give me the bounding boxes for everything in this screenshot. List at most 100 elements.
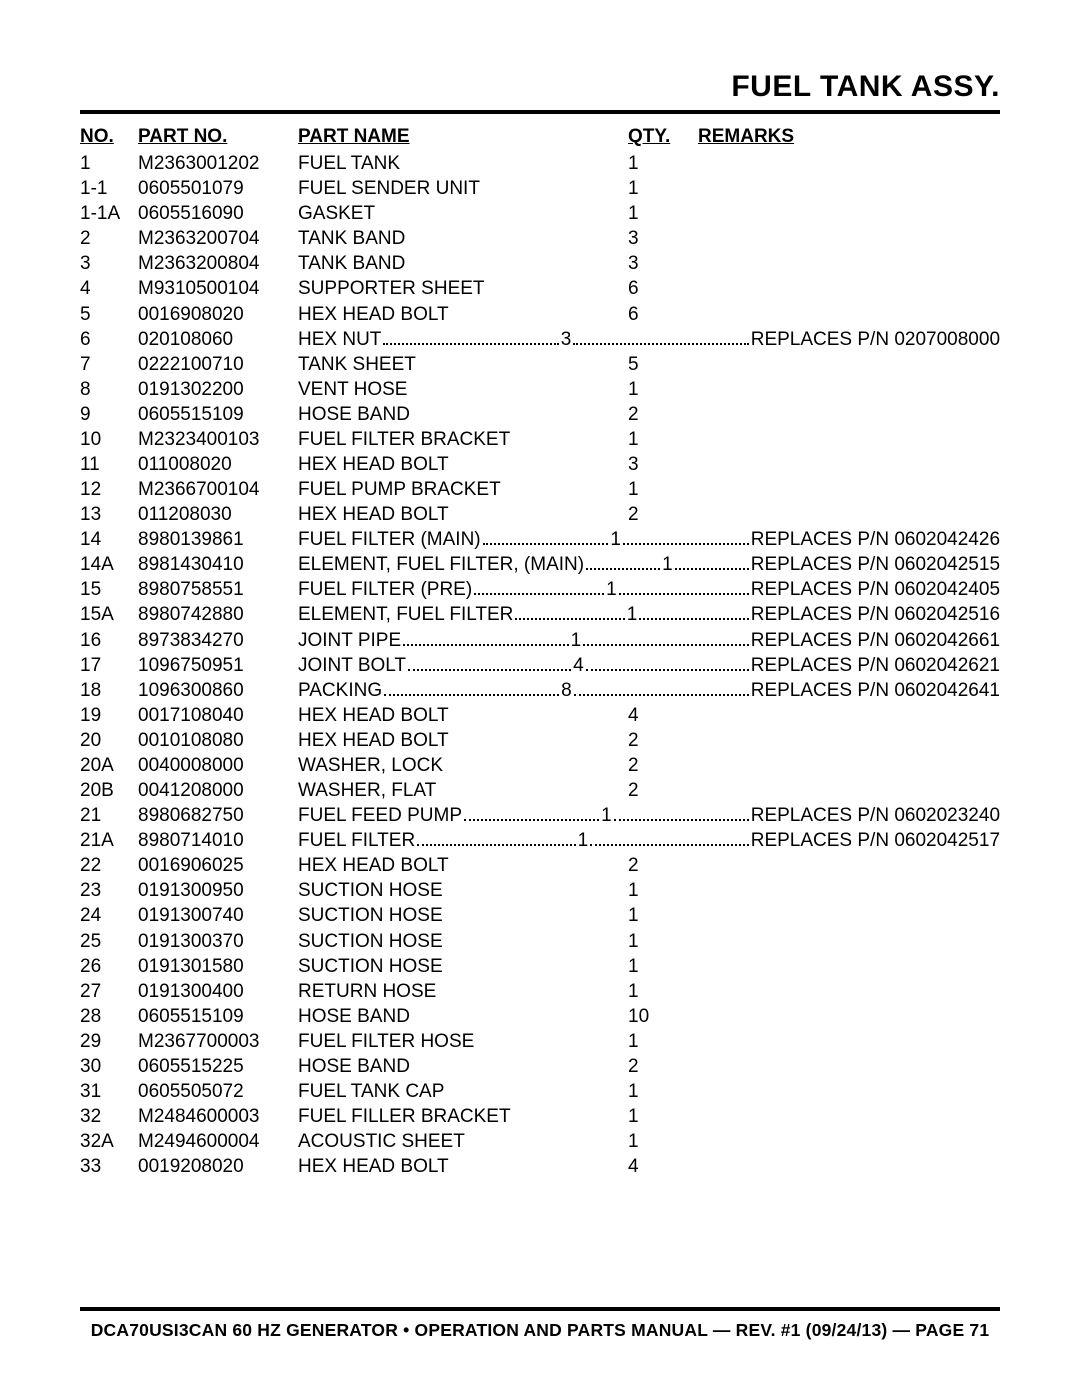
cell-part-no: M2484600003 (138, 1104, 298, 1129)
cell-part-no: M2494600004 (138, 1129, 298, 1154)
cell-part-name: TANK BAND (298, 251, 628, 276)
cell-qty: 1 (628, 878, 698, 903)
cell-qty: 2 (628, 753, 698, 778)
footer-rule (80, 1307, 1000, 1311)
cell-name-qty-remarks: JOINT PIPE1REPLACES P/N 0602042661 (298, 628, 1000, 653)
table-row: 230191300950SUCTION HOSE1 (80, 878, 1000, 903)
cell-no: 7 (80, 352, 138, 377)
cell-part-no: 011208030 (138, 502, 298, 527)
table-row: 260191301580SUCTION HOSE1 (80, 954, 1000, 979)
cell-no: 1-1 (80, 176, 138, 201)
cell-qty: 2 (628, 502, 698, 527)
cell-qty: 1 (628, 201, 698, 226)
cell-part-name: HEX HEAD BOLT (298, 853, 628, 878)
table-row: 29M2367700003FUEL FILTER HOSE1 (80, 1029, 1000, 1054)
cell-remarks (698, 402, 1000, 427)
cell-remarks: REPLACES P/N 0602042517 (751, 828, 1000, 853)
page: FUEL TANK ASSY. NO. PART NO. PART NAME Q… (0, 0, 1080, 1397)
cell-no: 16 (80, 628, 138, 653)
cell-qty: 6 (628, 276, 698, 301)
dot-leader (417, 832, 575, 846)
cell-qty: 1 (606, 577, 617, 602)
cell-part-no: 020108060 (138, 327, 298, 352)
dot-leader (464, 807, 599, 821)
col-header-qty: QTY. (628, 124, 698, 151)
cell-remarks (698, 954, 1000, 979)
cell-no: 29 (80, 1029, 138, 1054)
cell-name-qty-remarks: HEX NUT3REPLACES P/N 0207008000 (298, 327, 1000, 352)
cell-name-qty-remarks: PACKING8REPLACES P/N 0602042641 (298, 678, 1000, 703)
dot-leader (586, 656, 749, 670)
cell-name-qty-remarks: FUEL FILTER (PRE)1REPLACES P/N 060204240… (298, 577, 1000, 602)
cell-qty: 4 (628, 703, 698, 728)
cell-part-name: FUEL FILTER (MAIN) (298, 527, 481, 552)
cell-part-no: 1096300860 (138, 678, 298, 703)
dot-leader (474, 581, 604, 595)
table-row: 330019208020HEX HEAD BOLT4 (80, 1154, 1000, 1179)
cell-qty: 3 (628, 251, 698, 276)
cell-part-no: M2366700104 (138, 477, 298, 502)
cell-part-name: HEX NUT (298, 327, 381, 352)
cell-remarks (698, 377, 1000, 402)
cell-remarks: REPLACES P/N 0602042621 (751, 653, 1000, 678)
cell-no: 20B (80, 778, 138, 803)
table-row: 32AM2494600004ACOUSTIC SHEET1 (80, 1129, 1000, 1154)
cell-remarks (698, 502, 1000, 527)
cell-no: 32 (80, 1104, 138, 1129)
cell-part-no: 0222100710 (138, 352, 298, 377)
table-row: 270191300400RETURN HOSE1 (80, 979, 1000, 1004)
cell-remarks (698, 251, 1000, 276)
cell-qty: 2 (628, 778, 698, 803)
cell-part-name: SUCTION HOSE (298, 903, 628, 928)
cell-part-name: HOSE BAND (298, 1054, 628, 1079)
cell-no: 17 (80, 653, 138, 678)
cell-qty: 1 (662, 552, 673, 577)
cell-qty: 10 (628, 1004, 698, 1029)
table-row: 171096750951JOINT BOLT4REPLACES P/N 0602… (80, 653, 1000, 678)
col-header-part-name: PART NAME (298, 124, 628, 151)
cell-part-name: ACOUSTIC SHEET (298, 1129, 628, 1154)
cell-part-name: FUEL FILTER (PRE) (298, 577, 472, 602)
cell-part-no: 0191300950 (138, 878, 298, 903)
cell-remarks (698, 477, 1000, 502)
page-title: FUEL TANK ASSY. (80, 70, 1000, 114)
dot-leader (614, 807, 749, 821)
table-row: 20B0041208000WASHER, FLAT2 (80, 778, 1000, 803)
cell-qty: 2 (628, 402, 698, 427)
cell-remarks (698, 878, 1000, 903)
cell-part-no: 0040008000 (138, 753, 298, 778)
cell-no: 2 (80, 226, 138, 251)
cell-remarks (698, 176, 1000, 201)
cell-no: 15 (80, 577, 138, 602)
cell-name-qty-remarks: ELEMENT, FUEL FILTER, (MAIN)1REPLACES P/… (298, 552, 1000, 577)
cell-part-name: HEX HEAD BOLT (298, 502, 628, 527)
cell-part-no: 0010108080 (138, 728, 298, 753)
table-row: 32M2484600003FUEL FILLER BRACKET1 (80, 1104, 1000, 1129)
cell-no: 21 (80, 803, 138, 828)
cell-part-no: M2323400103 (138, 427, 298, 452)
cell-remarks: REPLACES P/N 0602042515 (751, 552, 1000, 577)
cell-qty: 2 (628, 728, 698, 753)
cell-part-no: 8980682750 (138, 803, 298, 828)
cell-no: 23 (80, 878, 138, 903)
cell-part-name: RETURN HOSE (298, 979, 628, 1004)
cell-remarks (698, 853, 1000, 878)
cell-no: 9 (80, 402, 138, 427)
table-row: 6020108060HEX NUT3REPLACES P/N 020700800… (80, 327, 1000, 352)
cell-part-no: M2363200804 (138, 251, 298, 276)
dot-leader (408, 656, 571, 670)
cell-part-no: 0017108040 (138, 703, 298, 728)
cell-part-no: 8980714010 (138, 828, 298, 853)
cell-qty: 1 (571, 628, 582, 653)
cell-no: 1-1A (80, 201, 138, 226)
col-header-no: NO. (80, 124, 138, 151)
cell-part-no: 0605501079 (138, 176, 298, 201)
cell-no: 24 (80, 903, 138, 928)
cell-part-no: 0605515109 (138, 1004, 298, 1029)
table-row: 1-1A0605516090GASKET1 (80, 201, 1000, 226)
cell-no: 21A (80, 828, 138, 853)
cell-part-name: FUEL SENDER UNIT (298, 176, 628, 201)
cell-part-name: TANK SHEET (298, 352, 628, 377)
cell-qty: 1 (601, 803, 612, 828)
cell-part-no: 0041208000 (138, 778, 298, 803)
